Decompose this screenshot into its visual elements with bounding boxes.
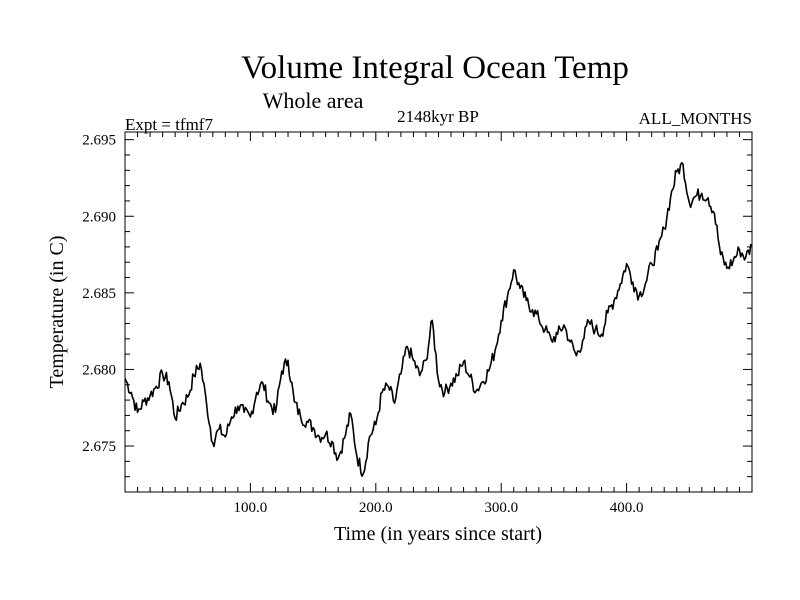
axis-ticks [125,132,752,493]
chart-title: Volume Integral Ocean Temp [241,50,629,86]
y-tick-label: 2.675 [82,439,116,455]
temperature-series-line [124,162,753,477]
plot-frame [124,131,753,493]
y-tick-label: 2.690 [82,209,116,225]
y-tick-label: 2.680 [82,362,116,378]
y-tick-label: 2.695 [82,133,116,149]
x-tick-label: 100.0 [234,500,268,516]
chart-subtitle: Whole area [263,88,364,113]
x-tick-label: 300.0 [484,500,518,516]
experiment-label: Expt = tfmf7 [125,115,213,134]
x-tick-label: 200.0 [359,500,393,516]
period-label: 2148kyr BP [397,107,479,126]
y-tick-labels: 2.675 2.680 2.685 2.690 2.695 [82,133,116,455]
y-tick-label: 2.685 [82,286,116,302]
x-tick-label: 400.0 [610,500,644,516]
x-axis-label: Time (in years since start) [334,523,542,545]
y-axis-label: Temperature (in C) [46,236,68,389]
months-label: ALL_MONTHS [639,109,752,128]
x-tick-labels: 100.0 200.0 300.0 400.0 [234,500,644,516]
